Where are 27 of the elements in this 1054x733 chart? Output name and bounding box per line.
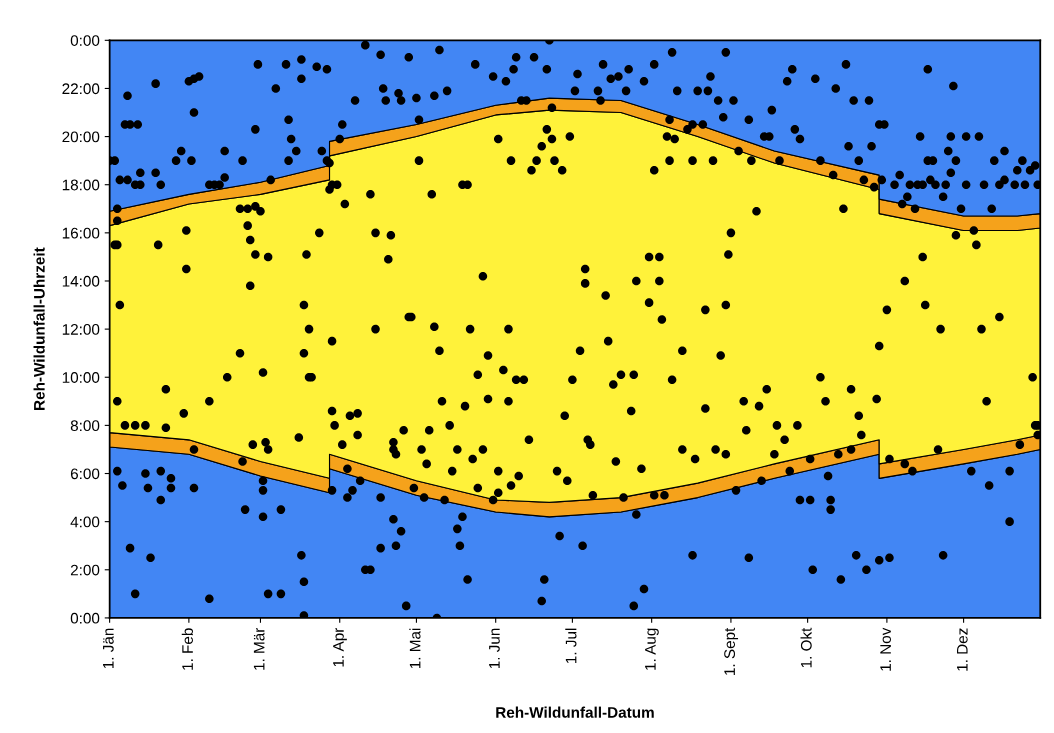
x-tick-label: 1. Jul <box>565 628 577 663</box>
y-tick-label: 2:00 <box>70 564 100 576</box>
y-tick-label: 6:00 <box>70 468 100 480</box>
x-axis-title: Reh-Wildunfall-Datum <box>496 706 654 718</box>
y-axis-title: Reh-Wildunfall-Uhrzeit <box>33 247 45 410</box>
x-tick-label: 1. Apr <box>333 627 347 667</box>
y-tick-label: 0:00 <box>70 612 100 624</box>
x-tick-label: 1. Mai <box>409 628 421 669</box>
x-tick-label: 1. Nov <box>880 627 891 671</box>
y-tick-label: 10:00 <box>62 372 100 383</box>
x-tick-label: 1. Feb <box>181 628 193 670</box>
x-tick-label: 1. Aug <box>645 628 659 670</box>
y-tick-label: 8:00 <box>70 420 100 432</box>
x-tick-label: 1. Dez <box>957 628 968 671</box>
y-tick-label: 16:00 <box>62 227 100 239</box>
y-tick-label: 22:00 <box>62 83 100 95</box>
x-tick-label: 1. Jän <box>103 628 114 669</box>
y-tick-label: 12:00 <box>62 323 100 335</box>
y-tick-label: 14:00 <box>62 275 100 287</box>
y-tick-label: 20:00 <box>62 131 100 143</box>
x-tick-label: 1. Mär <box>253 627 265 670</box>
x-tick-label: 1. Okt <box>800 627 812 668</box>
x-tick-label: 1. Sept <box>724 627 739 675</box>
y-tick-label: 18:00 <box>62 179 100 191</box>
y-tick-label: 4:00 <box>70 516 100 528</box>
y-tick-label: 0:00 <box>70 35 100 46</box>
x-tick-label: 1. Jun <box>489 628 500 669</box>
